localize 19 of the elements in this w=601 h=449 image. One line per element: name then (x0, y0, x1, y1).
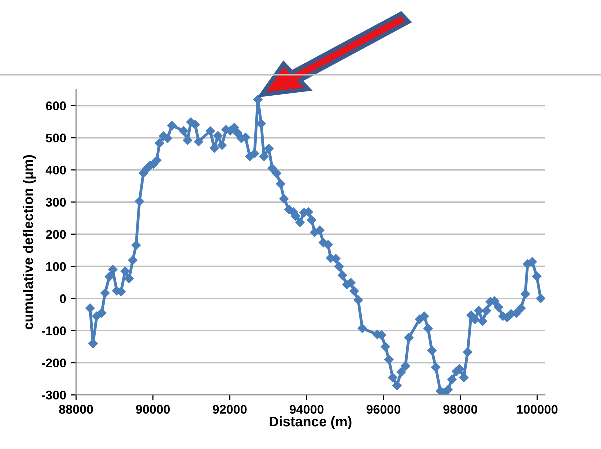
x-tick-label: 96000 (366, 405, 401, 414)
x-tick-label: 94000 (290, 405, 324, 414)
x-axis-title: Distance (m) (270, 416, 352, 430)
x-tick-label: 100000 (517, 405, 558, 414)
y-tick-label: 300 (46, 198, 66, 207)
y-axis-title: cumulative deflection (µm) (23, 155, 36, 330)
x-tick-label: 98000 (444, 405, 478, 414)
y-tick-label: 600 (46, 102, 66, 111)
x-tick-label: 88000 (59, 405, 94, 414)
y-tick-label: 100 (46, 262, 66, 272)
y-tick-label: -100 (42, 326, 66, 336)
x-tick-label: 92000 (213, 405, 247, 414)
y-tick-label: 400 (46, 166, 66, 175)
y-tick-label: -300 (42, 390, 66, 400)
x-tick-label: 90000 (136, 405, 170, 414)
y-tick-label: 200 (46, 230, 66, 240)
y-tick-label: -200 (42, 358, 66, 368)
y-tick-label: 0 (60, 294, 66, 304)
y-tick-label: 500 (46, 134, 66, 143)
